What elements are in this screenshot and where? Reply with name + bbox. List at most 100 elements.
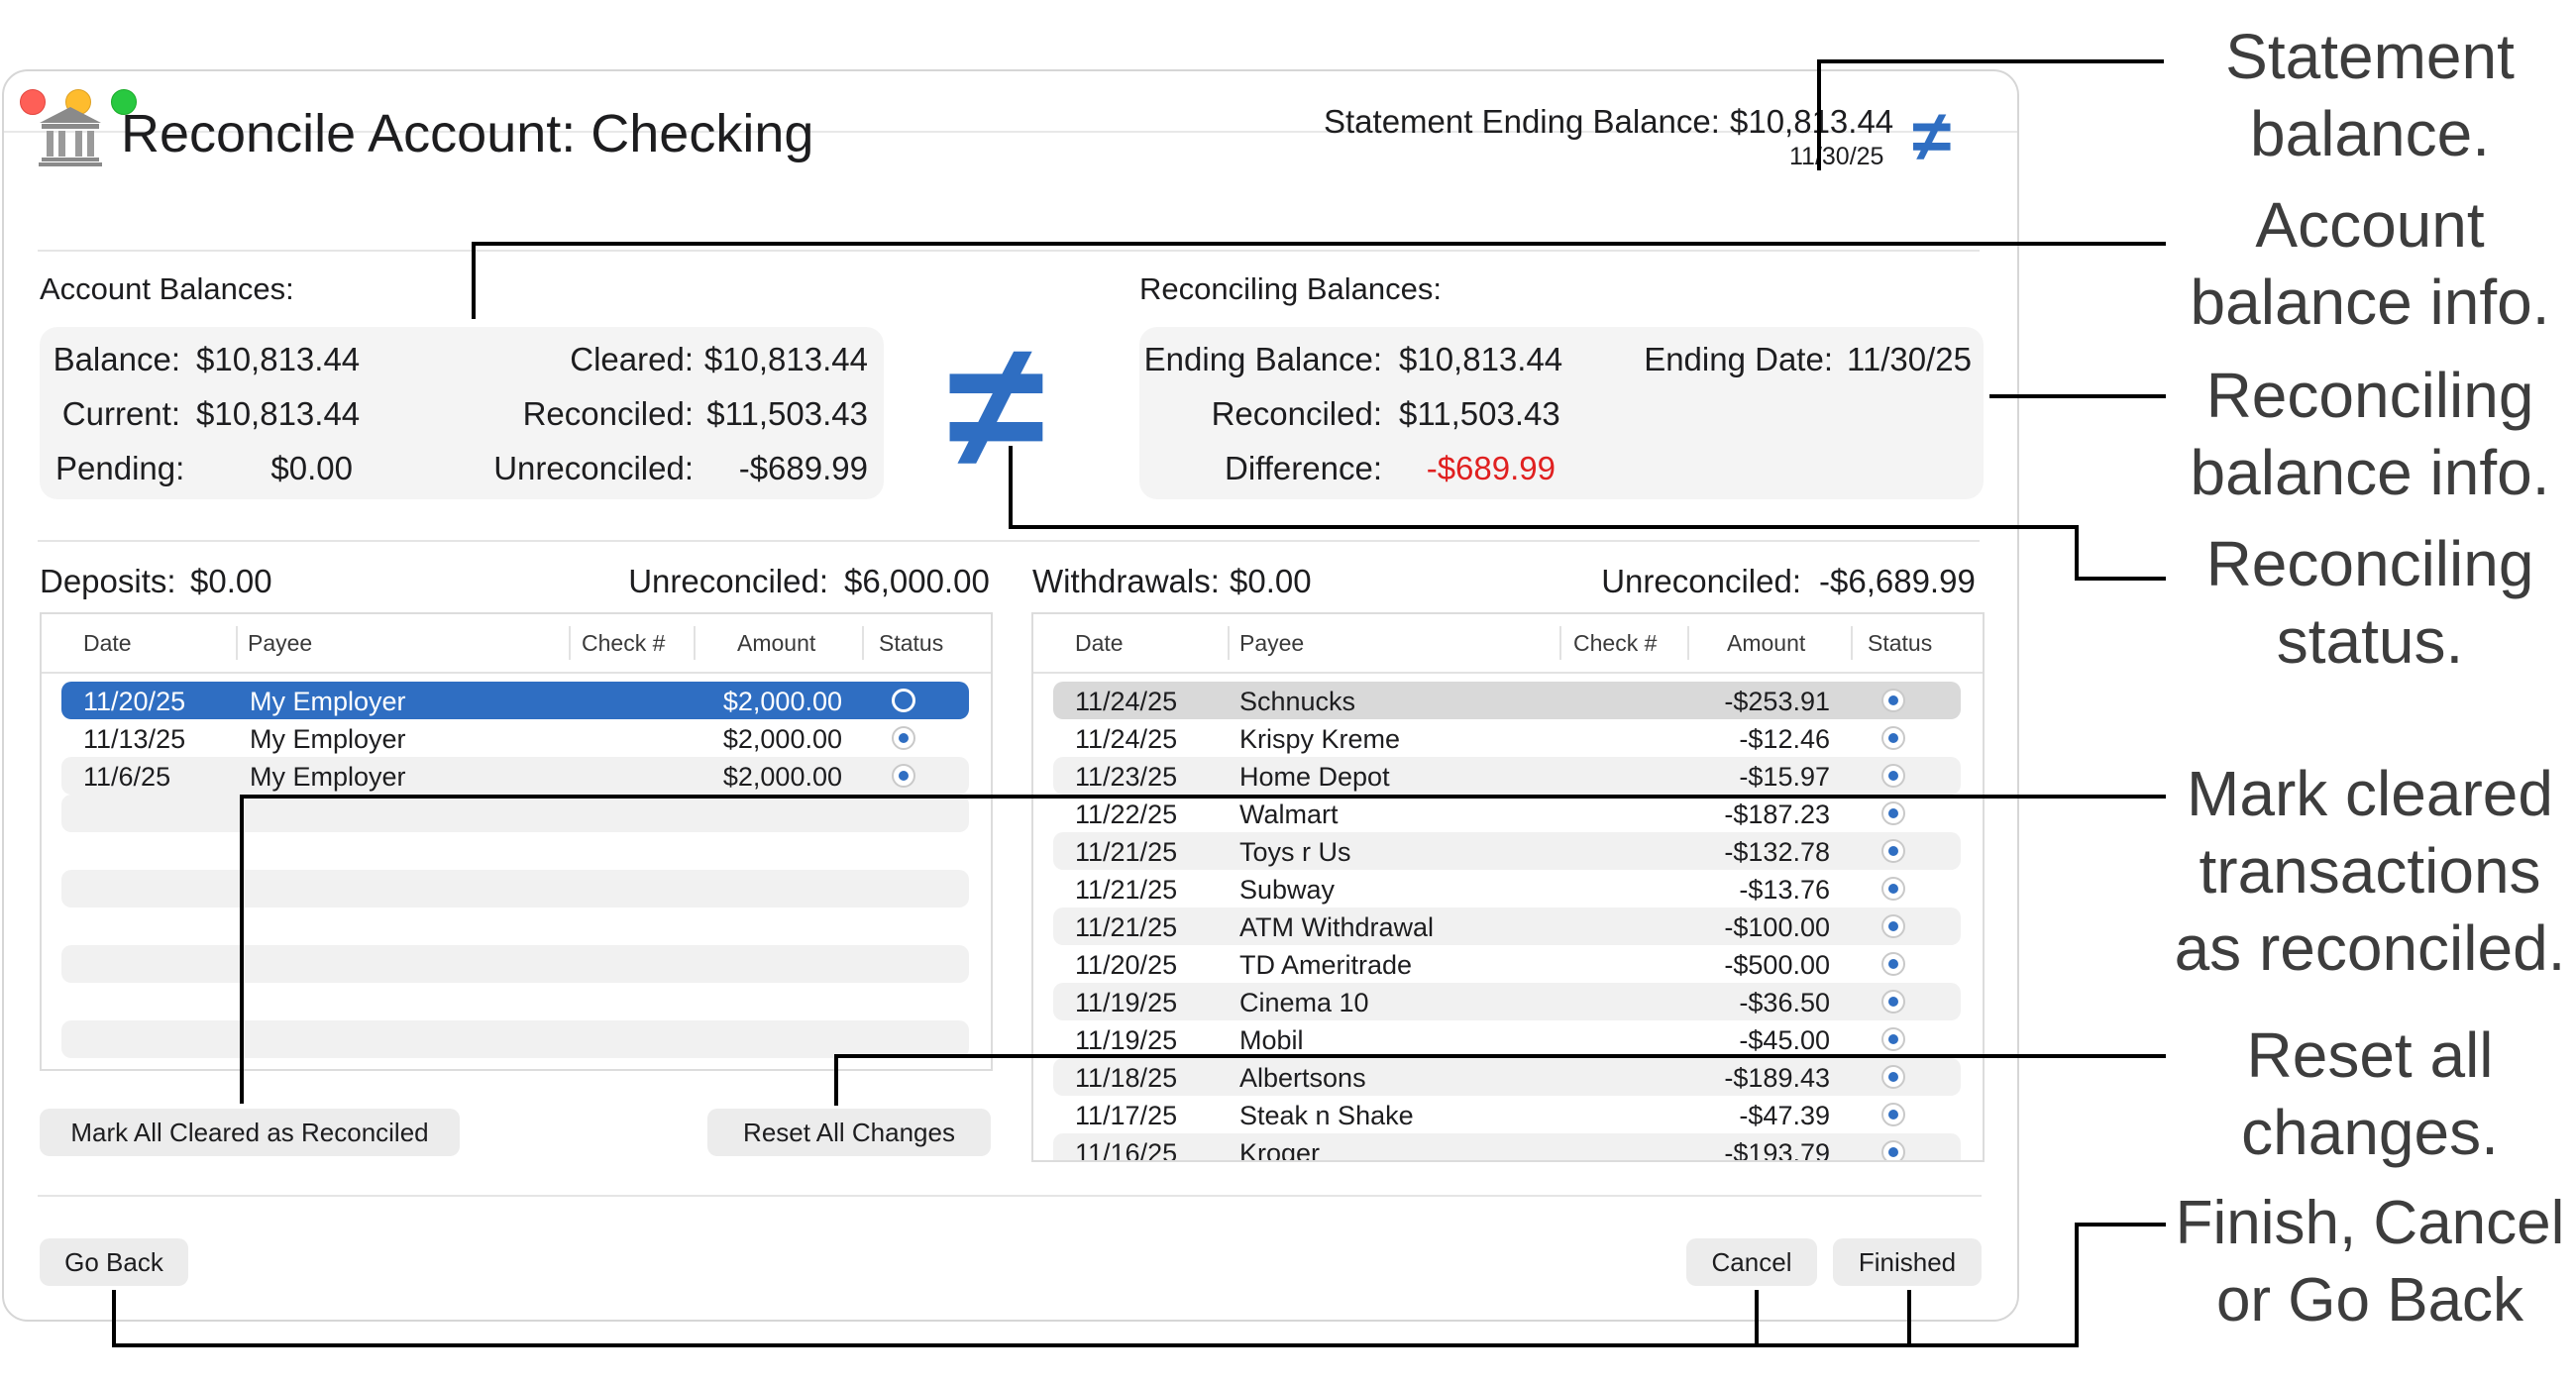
- row-payee: Subway: [1239, 875, 1336, 905]
- status-toggle[interactable]: [1881, 952, 1905, 976]
- deposits-unreconciled-label: Unreconciled:: [628, 563, 828, 599]
- column-header-amount[interactable]: Amount: [1727, 630, 1806, 656]
- annotation-line: [1009, 525, 2077, 529]
- annotation-line: [112, 1343, 2078, 1347]
- mark-all-cleared-button[interactable]: Mark All Cleared as Reconciled: [40, 1109, 460, 1156]
- row-payee: My Employer: [250, 687, 406, 716]
- row-date: 11/20/25: [83, 687, 186, 716]
- table-row[interactable]: 11/13/25 My Employer $2,000.00: [61, 719, 969, 757]
- callout-mark-cleared: Mark cleared transactions as reconciled.: [2166, 755, 2574, 987]
- table-row[interactable]: 11/18/25 Albertsons -$189.43: [1053, 1058, 1961, 1096]
- cancel-button[interactable]: Cancel: [1686, 1238, 1817, 1286]
- row-amount: -$36.50: [1739, 988, 1830, 1017]
- column-divider: [1687, 626, 1689, 660]
- row-date: 11/24/25: [1075, 687, 1178, 716]
- annotation-line: [240, 795, 2166, 799]
- table-row[interactable]: 11/17/25 Steak n Shake -$47.39: [1053, 1096, 1961, 1133]
- ending-balance-label: Ending Balance:: [1143, 341, 1382, 377]
- balance-label: Balance:: [53, 341, 180, 377]
- table-row[interactable]: 11/24/25 Schnucks -$253.91: [1053, 682, 1961, 719]
- status-toggle[interactable]: [892, 764, 915, 788]
- zoom-window-button[interactable]: [111, 89, 137, 115]
- row-payee: My Employer: [250, 762, 406, 792]
- column-header-amount[interactable]: Amount: [737, 630, 816, 656]
- difference-value: -$689.99: [1426, 450, 1556, 486]
- statement-date[interactable]: 11/30/25: [1789, 143, 1884, 170]
- empty-row: [61, 870, 969, 907]
- row-amount: -$12.46: [1739, 724, 1830, 754]
- table-row[interactable]: 11/23/25 Home Depot -$15.97: [1053, 757, 1961, 795]
- annotation-line: [1817, 59, 2164, 63]
- status-toggle[interactable]: [892, 689, 915, 712]
- row-date: 11/22/25: [1075, 800, 1178, 829]
- statement-ending-balance-label: Statement Ending Balance:: [1324, 103, 1720, 140]
- table-row[interactable]: 11/19/25 Mobil -$45.00: [1053, 1020, 1961, 1058]
- column-header-payee[interactable]: Payee: [248, 630, 313, 656]
- cleared-value: $10,813.44: [703, 341, 868, 377]
- table-row[interactable]: 11/6/25 My Employer $2,000.00: [61, 757, 969, 795]
- row-date: 11/23/25: [1075, 762, 1178, 792]
- status-toggle[interactable]: [1881, 839, 1905, 863]
- status-toggle[interactable]: [1881, 1027, 1905, 1051]
- table-row[interactable]: 11/21/25 ATM Withdrawal -$100.00: [1053, 907, 1961, 945]
- status-toggle[interactable]: [1881, 1103, 1905, 1126]
- finished-button[interactable]: Finished: [1833, 1238, 1982, 1286]
- annotation-line: [2075, 1223, 2079, 1347]
- status-toggle[interactable]: [1881, 1140, 1905, 1160]
- status-toggle[interactable]: [1881, 764, 1905, 788]
- reconciling-status-icon: ≠: [947, 306, 1045, 505]
- annotation-line: [1009, 446, 1013, 529]
- status-toggle[interactable]: [1881, 914, 1905, 938]
- column-header-payee[interactable]: Payee: [1239, 630, 1305, 656]
- table-row[interactable]: 11/24/25 Krispy Kreme -$12.46: [1053, 719, 1961, 757]
- column-header-status[interactable]: Status: [879, 630, 944, 656]
- close-window-button[interactable]: [20, 89, 46, 115]
- current-label: Current:: [61, 395, 180, 432]
- column-divider: [1228, 626, 1230, 660]
- row-date: 11/19/25: [1075, 988, 1178, 1017]
- status-toggle[interactable]: [1881, 726, 1905, 750]
- page-title: Reconcile Account: Checking: [121, 104, 814, 163]
- go-back-button[interactable]: Go Back: [40, 1238, 188, 1286]
- row-amount: -$500.00: [1724, 950, 1830, 980]
- column-header-check[interactable]: Check #: [582, 630, 666, 656]
- row-date: 11/19/25: [1075, 1025, 1178, 1055]
- row-payee: Cinema 10: [1239, 988, 1369, 1017]
- status-toggle[interactable]: [1881, 801, 1905, 825]
- status-toggle[interactable]: [1881, 990, 1905, 1014]
- statement-ending-balance-value[interactable]: $10,813.44: [1730, 103, 1894, 140]
- balances-divider: [38, 540, 1980, 542]
- column-header-date[interactable]: Date: [1075, 630, 1124, 656]
- status-toggle[interactable]: [1881, 877, 1905, 901]
- withdrawals-unreconciled-value: -$6,689.99: [1819, 563, 1976, 599]
- account-balances-panel: [40, 327, 884, 499]
- table-row[interactable]: 11/20/25 My Employer $2,000.00: [61, 682, 969, 719]
- title-bar: [4, 71, 2017, 133]
- row-date: 11/16/25: [1075, 1138, 1178, 1162]
- table-row[interactable]: 11/19/25 Cinema 10 -$36.50: [1053, 983, 1961, 1020]
- row-payee: Steak n Shake: [1239, 1101, 1414, 1130]
- status-toggle[interactable]: [1881, 689, 1905, 712]
- column-header-check[interactable]: Check #: [1573, 630, 1658, 656]
- row-date: 11/21/25: [1075, 837, 1178, 867]
- reset-all-changes-button[interactable]: Reset All Changes: [707, 1109, 991, 1156]
- annotation-line: [2075, 577, 2166, 581]
- status-toggle[interactable]: [892, 726, 915, 750]
- table-row[interactable]: 11/21/25 Toys r Us -$132.78: [1053, 832, 1961, 870]
- column-header-date[interactable]: Date: [83, 630, 132, 656]
- table-row[interactable]: 11/20/25 TD Ameritrade -$500.00: [1053, 945, 1961, 983]
- reconciling-reconciled-value: $11,503.43: [1399, 395, 1560, 432]
- table-row[interactable]: 11/16/25 Kroger -$193.79: [1053, 1133, 1961, 1162]
- status-toggle[interactable]: [1881, 1065, 1905, 1089]
- row-date: 11/21/25: [1075, 912, 1178, 942]
- callout-reset-text: Reset all changes.: [2241, 1019, 2499, 1168]
- column-header-status[interactable]: Status: [1868, 630, 1933, 656]
- callout-reconciling-info: Reconciling balance info.: [2166, 357, 2574, 511]
- table-row[interactable]: 11/22/25 Walmart -$187.23: [1053, 795, 1961, 832]
- ending-date-value: 11/30/25: [1847, 341, 1973, 377]
- ending-date-label: Ending Date:: [1644, 341, 1833, 377]
- row-amount: $2,000.00: [722, 724, 842, 754]
- table-row[interactable]: 11/21/25 Subway -$13.76: [1053, 870, 1961, 907]
- row-payee: Albertsons: [1239, 1063, 1366, 1093]
- annotation-line: [1907, 1290, 1911, 1347]
